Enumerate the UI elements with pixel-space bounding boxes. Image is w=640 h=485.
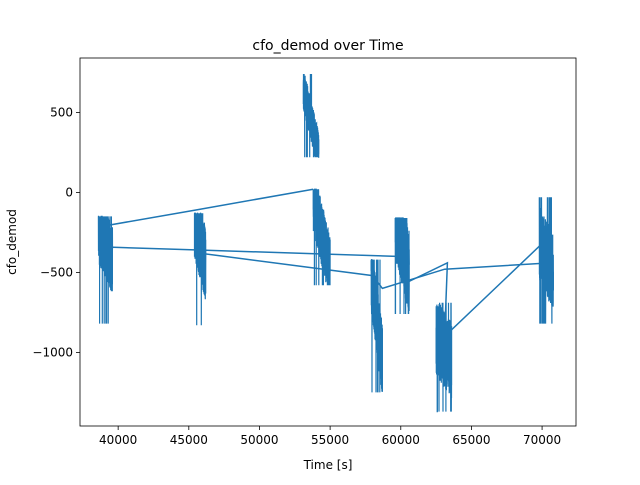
series-burst-7 (538, 197, 555, 324)
x-tick-label: 40000 (99, 433, 137, 447)
y-axis-label: cfo_demod (5, 209, 19, 275)
x-tick-label: 60000 (382, 433, 420, 447)
series-burst-6 (435, 302, 453, 413)
series-connector-2 (200, 252, 553, 290)
y-tick-label: 0 (65, 185, 73, 199)
x-tick-label: 50000 (240, 433, 278, 447)
series-burst-3 (312, 188, 331, 286)
y-tick-label: −1000 (32, 345, 73, 359)
axes-frame (79, 57, 577, 427)
x-axis-ticks: 40000 45000 50000 55000 60000 65000 70000 (99, 426, 561, 447)
x-tick-label: 45000 (170, 433, 208, 447)
y-tick-label: 500 (50, 105, 73, 119)
chart-title: cfo_demod over Time (252, 38, 403, 54)
x-tick-label: 70000 (523, 433, 561, 447)
series-connector-0 (103, 188, 314, 227)
x-tick-label: 65000 (452, 433, 490, 447)
series-burst-0 (97, 215, 114, 324)
series-burst-4 (370, 259, 383, 393)
y-tick-label: −500 (40, 265, 73, 279)
series-burst-1 (193, 212, 207, 326)
series-burst-2 (302, 73, 320, 158)
y-axis-ticks: −1000 −500 0 500 (32, 105, 80, 359)
series-burst-5 (394, 217, 410, 315)
x-tick-label: 55000 (311, 433, 349, 447)
x-axis-label: Time [s] (303, 458, 353, 472)
plot-area (97, 73, 555, 413)
